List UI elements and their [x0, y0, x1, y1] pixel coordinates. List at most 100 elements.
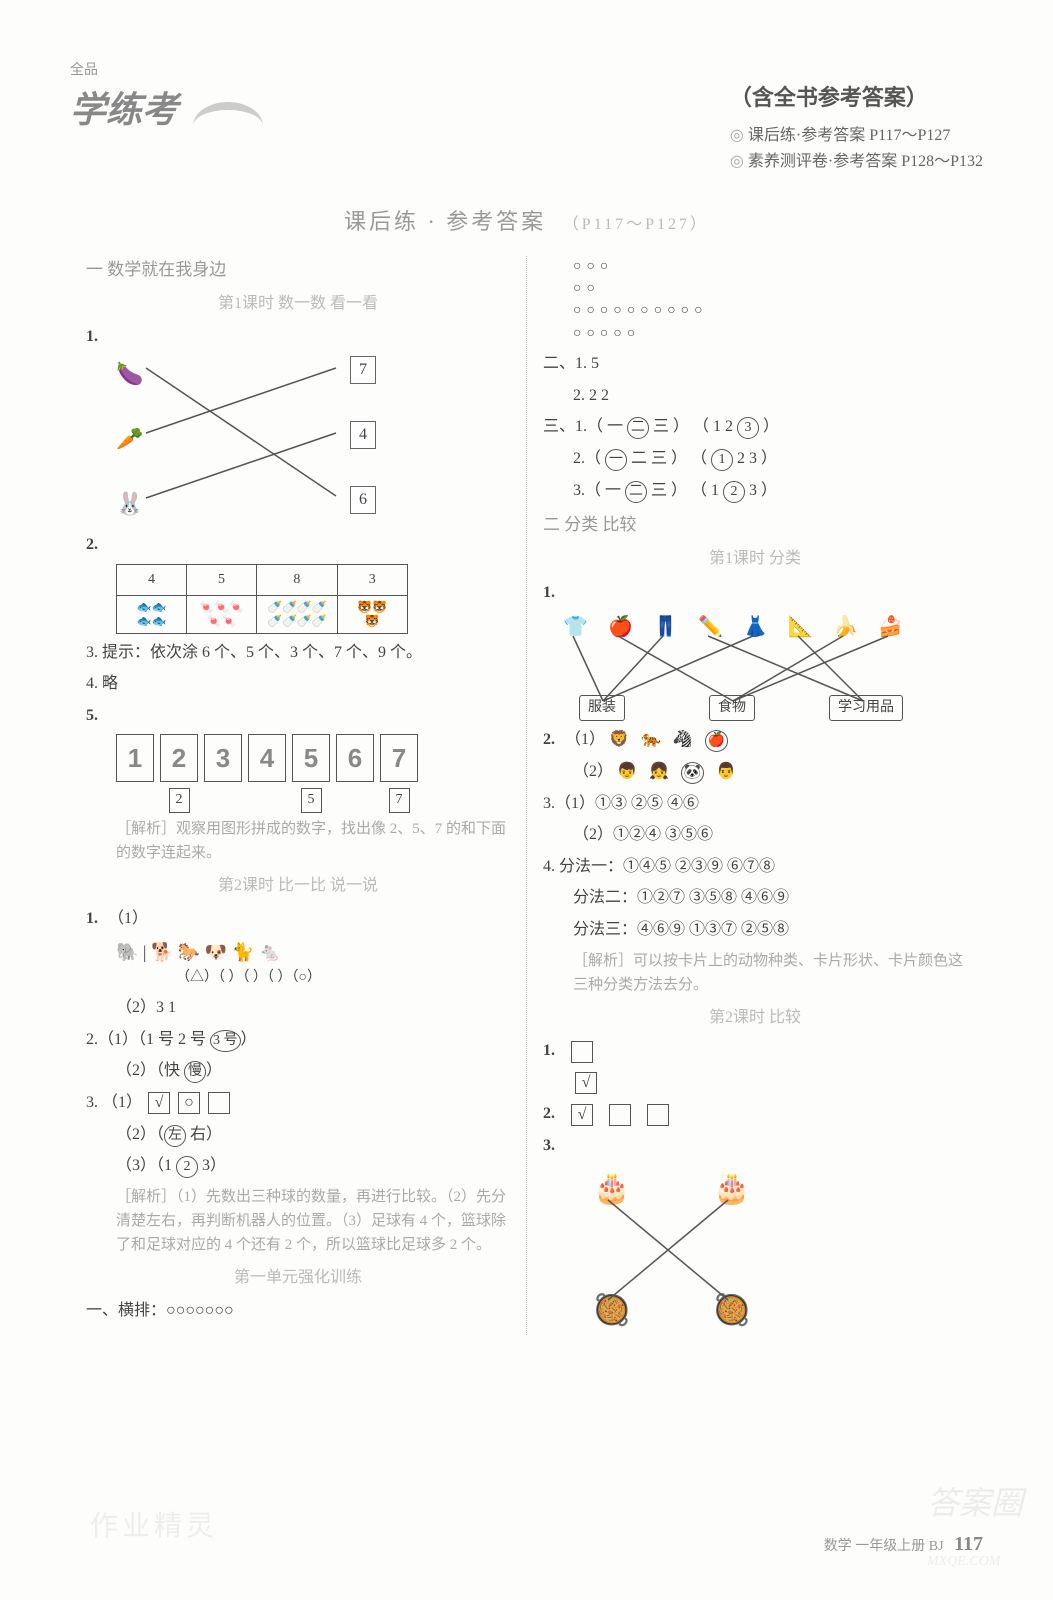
table-cell: 5 [187, 564, 257, 595]
under-box: 5 [292, 786, 330, 812]
animal-marks: （△）（ ）（ ）（ ）（○） [176, 967, 510, 989]
check-box: √ [571, 1104, 593, 1126]
spacer [204, 786, 242, 812]
text: 2 3 ） [733, 450, 777, 467]
text: （3）（1 [116, 1157, 176, 1174]
r-q4-3: 分法三：④⑥⑨ ①③⑦ ②⑤⑧ [573, 917, 967, 943]
logo-block: 全品 学练考 [70, 60, 263, 174]
qnum: 1. [543, 1038, 565, 1064]
circled-answer: 一 [605, 449, 627, 471]
qnum: 1. [86, 324, 108, 350]
qnum: 2. [543, 1101, 565, 1127]
toc-text-1: 课后练·参考答案 P117～P127 [748, 127, 951, 144]
left-column: 一 数学就在我身边 第1课时 数一数 看一看 1. 🍆 🥕 🐰 7 4 6 2. [70, 256, 527, 1335]
cmp-q1b: √ [573, 1070, 967, 1096]
tangram-digit: 6 [336, 734, 374, 782]
category-tag: 食物 [709, 695, 755, 721]
circled-answer: 二 [627, 417, 649, 439]
tangram-digit: 3 [204, 734, 242, 782]
check-box [208, 1092, 230, 1114]
qnum: 1. [543, 580, 565, 606]
tangram-digit: 5 [292, 734, 330, 782]
logo-text: 学练考 [70, 90, 178, 130]
wm-text: 答案圈 [927, 1485, 1023, 1521]
watermark-1: 作业精灵 [90, 1505, 218, 1550]
under-boxes: 2 5 7 [116, 786, 510, 812]
text: ） [206, 1062, 222, 1079]
cmp-q2: 2. √ [543, 1101, 967, 1127]
tangram-row: 1 2 3 4 5 6 7 [116, 734, 510, 782]
animal-row: 🐘 | 🐕 🐎 🐶 🐈 🐁 [116, 938, 510, 967]
q4: 4. 略 [86, 671, 510, 697]
match-lines [116, 356, 376, 526]
r-q4-explain: ［解析］可以按卡片上的动物种类、卡片形状、卡片颜色这三种分类方法去分。 [573, 949, 967, 997]
r-q3-2: （2）①②④ ③⑤⑥ [573, 822, 967, 848]
toc-title: （含全书参考答案） [730, 80, 983, 115]
dot-row: ○○○○○○○○○○ [573, 300, 967, 322]
circled-answer: 3 [737, 417, 759, 439]
text: ） [759, 418, 779, 435]
r-q1: 1. [543, 580, 967, 606]
tiger-icon: 🐅 [641, 731, 661, 748]
strengthen-title: 第一单元强化训练 [86, 1265, 510, 1291]
right-column: ○○○ ○○ ○○○○○○○○○○ ○○○○○ 二、1. 5 2. 2 2 三、… [527, 256, 983, 1335]
page: 全品 学练考 （含全书参考答案） ◎课后练·参考答案 P117～P127 ◎素养… [0, 0, 1053, 1600]
check-box: √ [148, 1092, 170, 1114]
category-tag: 服装 [579, 695, 625, 721]
text: 3. （1） [86, 1094, 142, 1111]
text: 2.（ [573, 450, 605, 467]
zebra-icon: 🦓 [673, 731, 693, 748]
text: 三、1.（ 一 [543, 418, 627, 435]
cmp-q3: 3. [543, 1133, 967, 1159]
tangram-digit: 4 [248, 734, 286, 782]
table-cell: 3 [337, 564, 407, 595]
unit-title-2: 二 分类 比较 [543, 511, 967, 538]
circled-answer: 左 [164, 1125, 186, 1147]
spacer [248, 786, 286, 812]
check-box: ○ [178, 1092, 200, 1114]
columns: 一 数学就在我身边 第1课时 数一数 看一看 1. 🍆 🥕 🐰 7 4 6 2. [70, 256, 983, 1335]
bullet-icon: ◎ [730, 153, 744, 170]
text: 一、横排： [86, 1302, 166, 1319]
q5: 5. [86, 703, 510, 729]
tangram-digit: 1 [116, 734, 154, 782]
circled-answer: 3 号 [210, 1030, 241, 1052]
l2-q2-1: 2.（1）（1 号 2 号 3 号） [86, 1027, 510, 1053]
strengthen-q1: 一、横排：○○○○○○○ [86, 1298, 510, 1324]
cross-diagram: 🎂 🎂 🥘 🥘 [563, 1165, 967, 1335]
sort-diagram: 👕 🍎 👖 ✏️ 👗 📐 🍌 🍰 服装 [563, 611, 967, 721]
text: 右） [186, 1126, 222, 1143]
tangram-digit: 7 [380, 734, 418, 782]
answer-box: 5 [301, 788, 322, 812]
lesson-title-2: 第2课时 比一比 说一说 [86, 873, 510, 899]
circles: ○○○○○○○ [166, 1302, 234, 1319]
sec2-2: 2. 2 2 [573, 383, 967, 409]
r-q4-2: 分法二：①②⑦ ③⑤⑧ ④⑥⑨ [573, 885, 967, 911]
q2: 2. [86, 532, 510, 558]
circled-answer: 🍎 [705, 730, 728, 752]
q2-table: 4 5 8 3 🐟🐟🐟🐟 🍬🍬🍬🍬🍬 🍼🍼🍼🍼🍼🍼🍼🍼 🐯🐯🐯 [116, 564, 408, 634]
l2-q1: 1.（1） [86, 906, 510, 932]
answer-box: 2 [169, 788, 190, 812]
answer-box: 7 [389, 788, 410, 812]
table-row: 🐟🐟🐟🐟 🍬🍬🍬🍬🍬 🍼🍼🍼🍼🍼🍼🍼🍼 🐯🐯🐯 [117, 595, 408, 633]
l2-q3-1: 3. （1） √ ○ [86, 1090, 510, 1116]
l2-q3-3: （3）（1 2 3） [116, 1153, 510, 1179]
table-cell: 8 [257, 564, 338, 595]
section-title: 课后练 · 参考答案 [344, 209, 546, 234]
qnum: 2. [543, 727, 565, 753]
pict-cell: 🐟🐟🐟🐟 [117, 595, 187, 633]
toc-line-1: ◎课后练·参考答案 P117～P127 [730, 123, 983, 149]
text: 3） [198, 1157, 226, 1174]
lesson-title-1: 第1课时 数一数 看一看 [86, 291, 510, 317]
q3: 3. 提示：依次涂 6 个、5 个、3 个、7 个、9 个。 [86, 640, 510, 666]
tangram-digit: 2 [160, 734, 198, 782]
check-box [571, 1041, 593, 1063]
section-range: （P117～P127） [563, 216, 709, 233]
under-box: 2 [160, 786, 198, 812]
l2-q2-2: （2）（快 慢） [116, 1058, 510, 1084]
text: 二 三 ） （ [627, 450, 711, 467]
cross-lines [563, 1165, 783, 1335]
toc-block: （含全书参考答案） ◎课后练·参考答案 P117～P127 ◎素养测评卷·参考答… [730, 80, 983, 174]
check-box: √ [575, 1072, 597, 1094]
